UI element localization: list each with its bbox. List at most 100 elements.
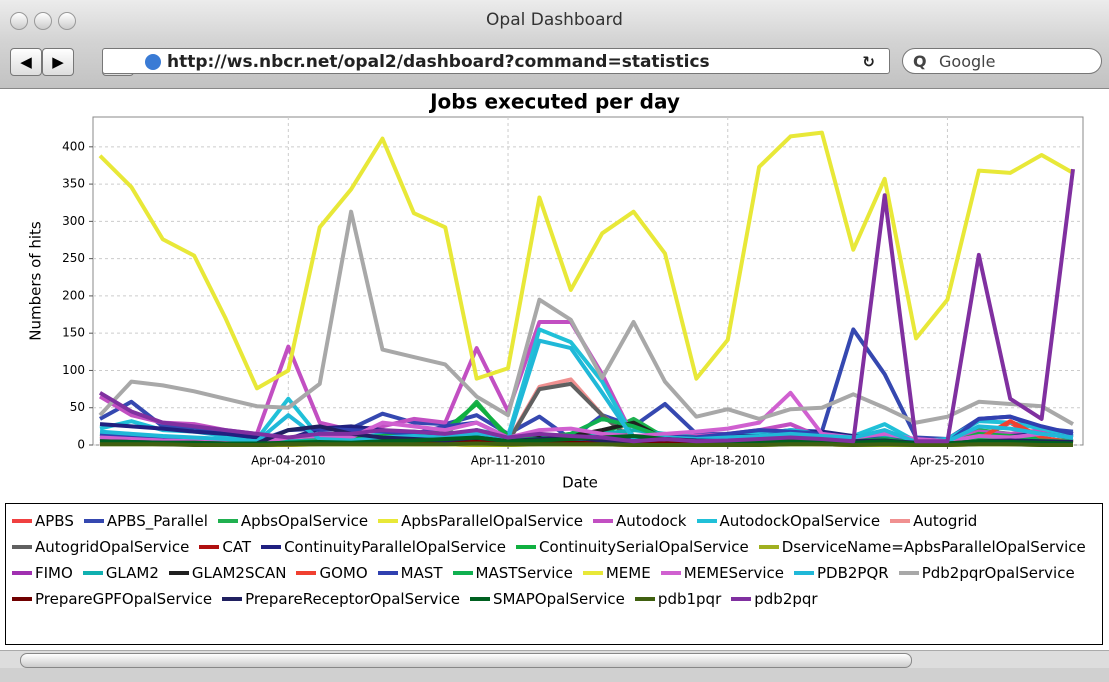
- legend-entry: pdb2pqr: [731, 586, 817, 612]
- x-tick-label: Apr-25-2010: [910, 454, 984, 468]
- legend-label: pdb2pqr: [754, 586, 817, 612]
- legend-entry: APBS: [12, 508, 74, 534]
- legend-label: PrepareReceptorOpalService: [245, 586, 460, 612]
- legend-swatch: [890, 519, 910, 523]
- toolbar: ◀ ▶ + http://ws.nbcr.net/opal2/dashboard…: [0, 40, 1109, 89]
- legend-label: PrepareGPFOpalService: [35, 586, 212, 612]
- y-tick-label: 150: [62, 326, 85, 340]
- legend-entry: PrepareGPFOpalService: [12, 586, 212, 612]
- legend-label: AutogridOpalService: [35, 534, 189, 560]
- legend-swatch: [583, 571, 603, 575]
- search-field[interactable]: Q Google: [902, 48, 1102, 74]
- x-tick-label: Apr-04-2010: [251, 454, 325, 468]
- chart-title: Jobs executed per day: [428, 90, 680, 114]
- legend-swatch: [12, 597, 32, 601]
- legend-swatch: [593, 519, 613, 523]
- legend-entry: AutodockOpalService: [697, 508, 881, 534]
- legend-swatch: [83, 571, 103, 575]
- legend-swatch: [261, 545, 281, 549]
- window-title: Opal Dashboard: [486, 10, 623, 30]
- legend-swatch: [635, 597, 655, 601]
- status-bar: [0, 668, 1109, 682]
- horizontal-scrollbar[interactable]: [0, 650, 1109, 669]
- minimize-button[interactable]: [34, 12, 52, 30]
- y-tick-label: 400: [62, 139, 85, 153]
- y-tick-label: 100: [62, 363, 85, 377]
- y-tick-label: 50: [70, 400, 85, 414]
- browser-window: Opal Dashboard ◀ ▶ + http://ws.nbcr.net/…: [0, 0, 1109, 682]
- legend-swatch: [12, 545, 32, 549]
- legend-label: Pdb2pqrOpalService: [922, 560, 1075, 586]
- legend-swatch: [470, 597, 490, 601]
- legend-entry: MEMEService: [661, 560, 784, 586]
- legend-swatch: [169, 571, 189, 575]
- legend-label: ApbsOpalService: [241, 508, 368, 534]
- legend-label: APBS: [35, 508, 74, 534]
- scroll-thumb[interactable]: [20, 653, 912, 668]
- legend-swatch: [697, 519, 717, 523]
- y-axis-label: Numbers of hits: [27, 221, 45, 341]
- search-placeholder: Google: [939, 52, 995, 71]
- legend-label: pdb1pqr: [658, 586, 721, 612]
- legend-entry: MASTService: [453, 560, 573, 586]
- zoom-button[interactable]: [58, 12, 76, 30]
- legend-entry: ApbsParallelOpalService: [378, 508, 583, 534]
- legend-label: DserviceName=ApbsParallelOpalService: [782, 534, 1086, 560]
- legend-label: PDB2PQR: [817, 560, 889, 586]
- legend-swatch: [453, 571, 473, 575]
- legend-entry: PDB2PQR: [794, 560, 889, 586]
- legend-swatch: [731, 597, 751, 601]
- y-tick-label: 200: [62, 288, 85, 302]
- legend-label: MEME: [606, 560, 651, 586]
- legend-entry: MAST: [378, 560, 443, 586]
- legend-label: GLAM2: [106, 560, 159, 586]
- legend-entry: GLAM2SCAN: [169, 560, 287, 586]
- forward-button[interactable]: ▶: [42, 48, 74, 76]
- legend-entry: Pdb2pqrOpalService: [899, 560, 1075, 586]
- page-content: Jobs executed per day Date Numbers of hi…: [0, 89, 1109, 650]
- chart: Jobs executed per day Date Numbers of hi…: [0, 89, 1109, 503]
- legend-label: MEMEService: [684, 560, 784, 586]
- legend-entry: GLAM2: [83, 560, 159, 586]
- legend-label: GOMO: [319, 560, 367, 586]
- legend-entry: PrepareReceptorOpalService: [222, 586, 460, 612]
- legend-entry: AutogridOpalService: [12, 534, 189, 560]
- legend-swatch: [12, 519, 32, 523]
- back-button[interactable]: ◀: [10, 48, 42, 76]
- legend-label: ApbsParallelOpalService: [401, 508, 583, 534]
- legend-swatch: [222, 597, 242, 601]
- legend-label: Autogrid: [913, 508, 977, 534]
- x-axis-label: Date: [562, 474, 598, 492]
- search-icon: Q: [913, 49, 927, 75]
- legend-label: ContinuityParallelOpalService: [284, 534, 506, 560]
- legend-entry: FIMO: [12, 560, 73, 586]
- legend-entry: ContinuityParallelOpalService: [261, 534, 506, 560]
- legend-swatch: [84, 519, 104, 523]
- plot-area: [93, 117, 1083, 445]
- legend-entry: CAT: [199, 534, 251, 560]
- legend-swatch: [759, 545, 779, 549]
- legend-entry: ApbsOpalService: [218, 508, 368, 534]
- legend-entry: SMAPOpalService: [470, 586, 625, 612]
- legend-swatch: [199, 545, 219, 549]
- title-bar: Opal Dashboard: [0, 0, 1109, 40]
- legend-swatch: [516, 545, 536, 549]
- y-tick-label: 300: [62, 214, 85, 228]
- legend-label: SMAPOpalService: [493, 586, 625, 612]
- legend-label: CAT: [222, 534, 251, 560]
- url-text: http://ws.nbcr.net/opal2/dashboard?comma…: [167, 52, 710, 72]
- legend-swatch: [12, 571, 32, 575]
- legend-entry: DserviceName=ApbsParallelOpalService: [759, 534, 1086, 560]
- x-tick-label: Apr-11-2010: [471, 454, 545, 468]
- reload-button[interactable]: ↻: [862, 49, 875, 75]
- legend-entry: pdb1pqr: [635, 586, 721, 612]
- legend-label: ContinuitySerialOpalService: [539, 534, 749, 560]
- address-field[interactable]: http://ws.nbcr.net/opal2/dashboard?comma…: [102, 48, 890, 74]
- close-button[interactable]: [10, 12, 28, 30]
- legend-swatch: [794, 571, 814, 575]
- legend-label: MAST: [401, 560, 443, 586]
- legend-label: FIMO: [35, 560, 73, 586]
- legend-entry: Autogrid: [890, 508, 977, 534]
- y-tick-label: 350: [62, 177, 85, 191]
- legend-swatch: [378, 571, 398, 575]
